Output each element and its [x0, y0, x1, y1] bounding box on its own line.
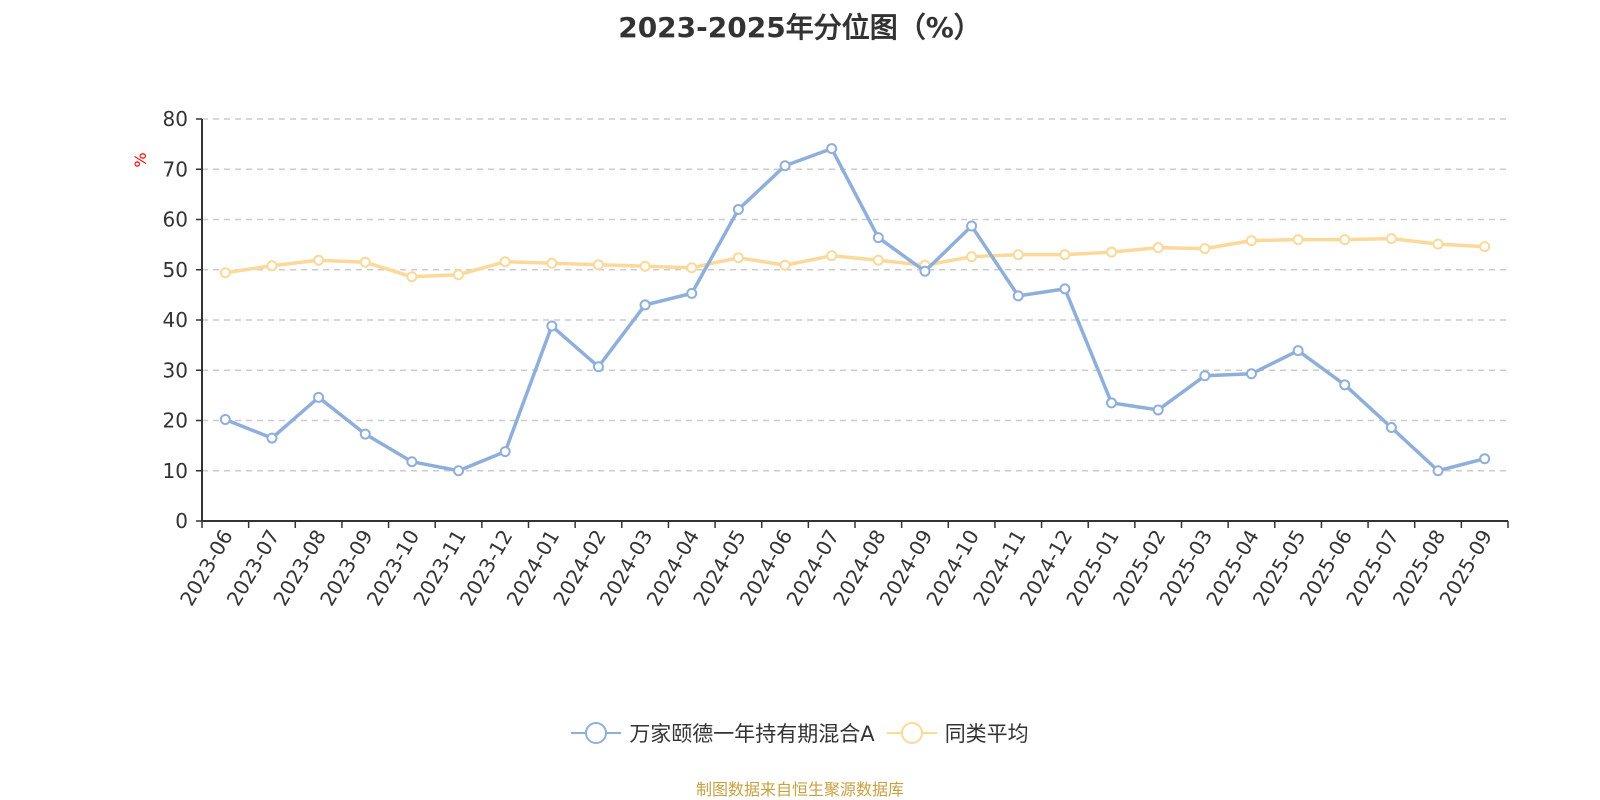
legend: 万家颐德一年持有期混合A 同类平均 [0, 718, 1600, 748]
data-point-series-1[interactable] [1245, 368, 1257, 380]
data-point-series-2[interactable] [1152, 242, 1164, 254]
data-point-series-1[interactable] [639, 299, 651, 311]
data-point-series-1[interactable] [219, 413, 231, 425]
chart-canvas: 010203040506070802023-062023-072023-0820… [131, 107, 1509, 610]
data-point-series-2[interactable] [1479, 241, 1491, 253]
data-point-series-2[interactable] [1012, 249, 1024, 261]
data-point-series-2[interactable] [966, 251, 978, 263]
data-point-series-1[interactable] [406, 456, 418, 468]
data-point-series-2[interactable] [872, 254, 884, 266]
data-point-series-1[interactable] [826, 143, 838, 155]
data-point-series-1[interactable] [1199, 370, 1211, 382]
data-point-series-1[interactable] [1152, 404, 1164, 416]
y-tick-label: 60 [163, 208, 188, 232]
data-point-series-2[interactable] [686, 262, 698, 274]
y-tick-label: 20 [163, 409, 188, 433]
data-point-series-2[interactable] [779, 259, 791, 271]
data-point-series-2[interactable] [1385, 233, 1397, 245]
y-tick-label: 70 [163, 157, 188, 181]
data-point-series-1[interactable] [1432, 465, 1444, 477]
chart-title: 2023-2025年分位图（%） [618, 11, 982, 44]
series [219, 143, 1491, 477]
data-point-series-1[interactable] [313, 391, 325, 403]
data-point-series-1[interactable] [546, 320, 558, 332]
data-point-series-2[interactable] [1339, 234, 1351, 246]
data-point-series-1[interactable] [966, 220, 978, 232]
data-point-series-1[interactable] [732, 203, 744, 215]
data-point-series-2[interactable] [266, 260, 278, 272]
data-point-series-1[interactable] [919, 265, 931, 277]
series-line-1 [224, 146, 1486, 473]
y-tick-label: 80 [163, 107, 188, 131]
data-point-series-2[interactable] [732, 252, 744, 264]
data-point-series-2[interactable] [1106, 246, 1118, 258]
data-point-series-1[interactable] [1385, 422, 1397, 434]
legend-marker-series-2 [886, 722, 937, 744]
y-axis-label: % [131, 152, 150, 167]
data-point-series-1[interactable] [592, 361, 604, 373]
y-tick-label: 40 [163, 308, 188, 332]
y-tick-label: 10 [163, 459, 188, 483]
data-point-series-1[interactable] [453, 465, 465, 477]
data-point-series-2[interactable] [639, 260, 651, 272]
y-tick-label: 30 [163, 358, 188, 382]
data-point-series-2[interactable] [1199, 243, 1211, 255]
data-point-series-1[interactable] [1292, 345, 1304, 357]
source-note: 制图数据来自恒生聚源数据库 [695, 780, 904, 799]
data-point-series-1[interactable] [499, 446, 511, 458]
data-point-series-2[interactable] [1432, 238, 1444, 250]
data-point-series-2[interactable] [499, 256, 511, 268]
grid-lines [202, 118, 1508, 472]
data-point-series-2[interactable] [453, 269, 465, 281]
data-point-series-1[interactable] [779, 160, 791, 172]
data-point-series-2[interactable] [826, 250, 838, 262]
data-point-series-2[interactable] [592, 259, 604, 271]
data-point-series-2[interactable] [546, 257, 558, 269]
data-point-series-1[interactable] [266, 432, 278, 444]
legend-item-series-2[interactable]: 同类平均 [886, 718, 1029, 748]
data-point-series-1[interactable] [1012, 290, 1024, 302]
legend-item-series-1[interactable]: 万家颐德一年持有期混合A [571, 718, 875, 748]
series-line-2 [225, 236, 1485, 279]
data-point-series-1[interactable] [1339, 379, 1351, 391]
data-point-series-1[interactable] [1059, 283, 1071, 295]
data-point-series-2[interactable] [1059, 249, 1071, 261]
data-point-series-1[interactable] [872, 232, 884, 244]
data-point-series-1[interactable] [686, 287, 698, 299]
data-point-series-1[interactable] [1106, 397, 1118, 409]
data-point-series-1[interactable] [1479, 453, 1491, 465]
y-tick-label: 50 [163, 258, 188, 282]
data-point-series-2[interactable] [359, 256, 371, 268]
data-point-series-2[interactable] [406, 271, 418, 283]
y-tick-label: 0 [175, 509, 188, 533]
data-point-series-2[interactable] [1292, 234, 1304, 246]
legend-label-series-2: 同类平均 [944, 722, 1029, 746]
legend-marker-series-1 [571, 722, 622, 744]
data-point-series-2[interactable] [1245, 235, 1257, 247]
data-point-series-1[interactable] [359, 428, 371, 440]
legend-label-series-1: 万家颐德一年持有期混合A [629, 722, 875, 746]
data-point-series-2[interactable] [219, 267, 231, 279]
data-point-series-2[interactable] [313, 254, 325, 266]
